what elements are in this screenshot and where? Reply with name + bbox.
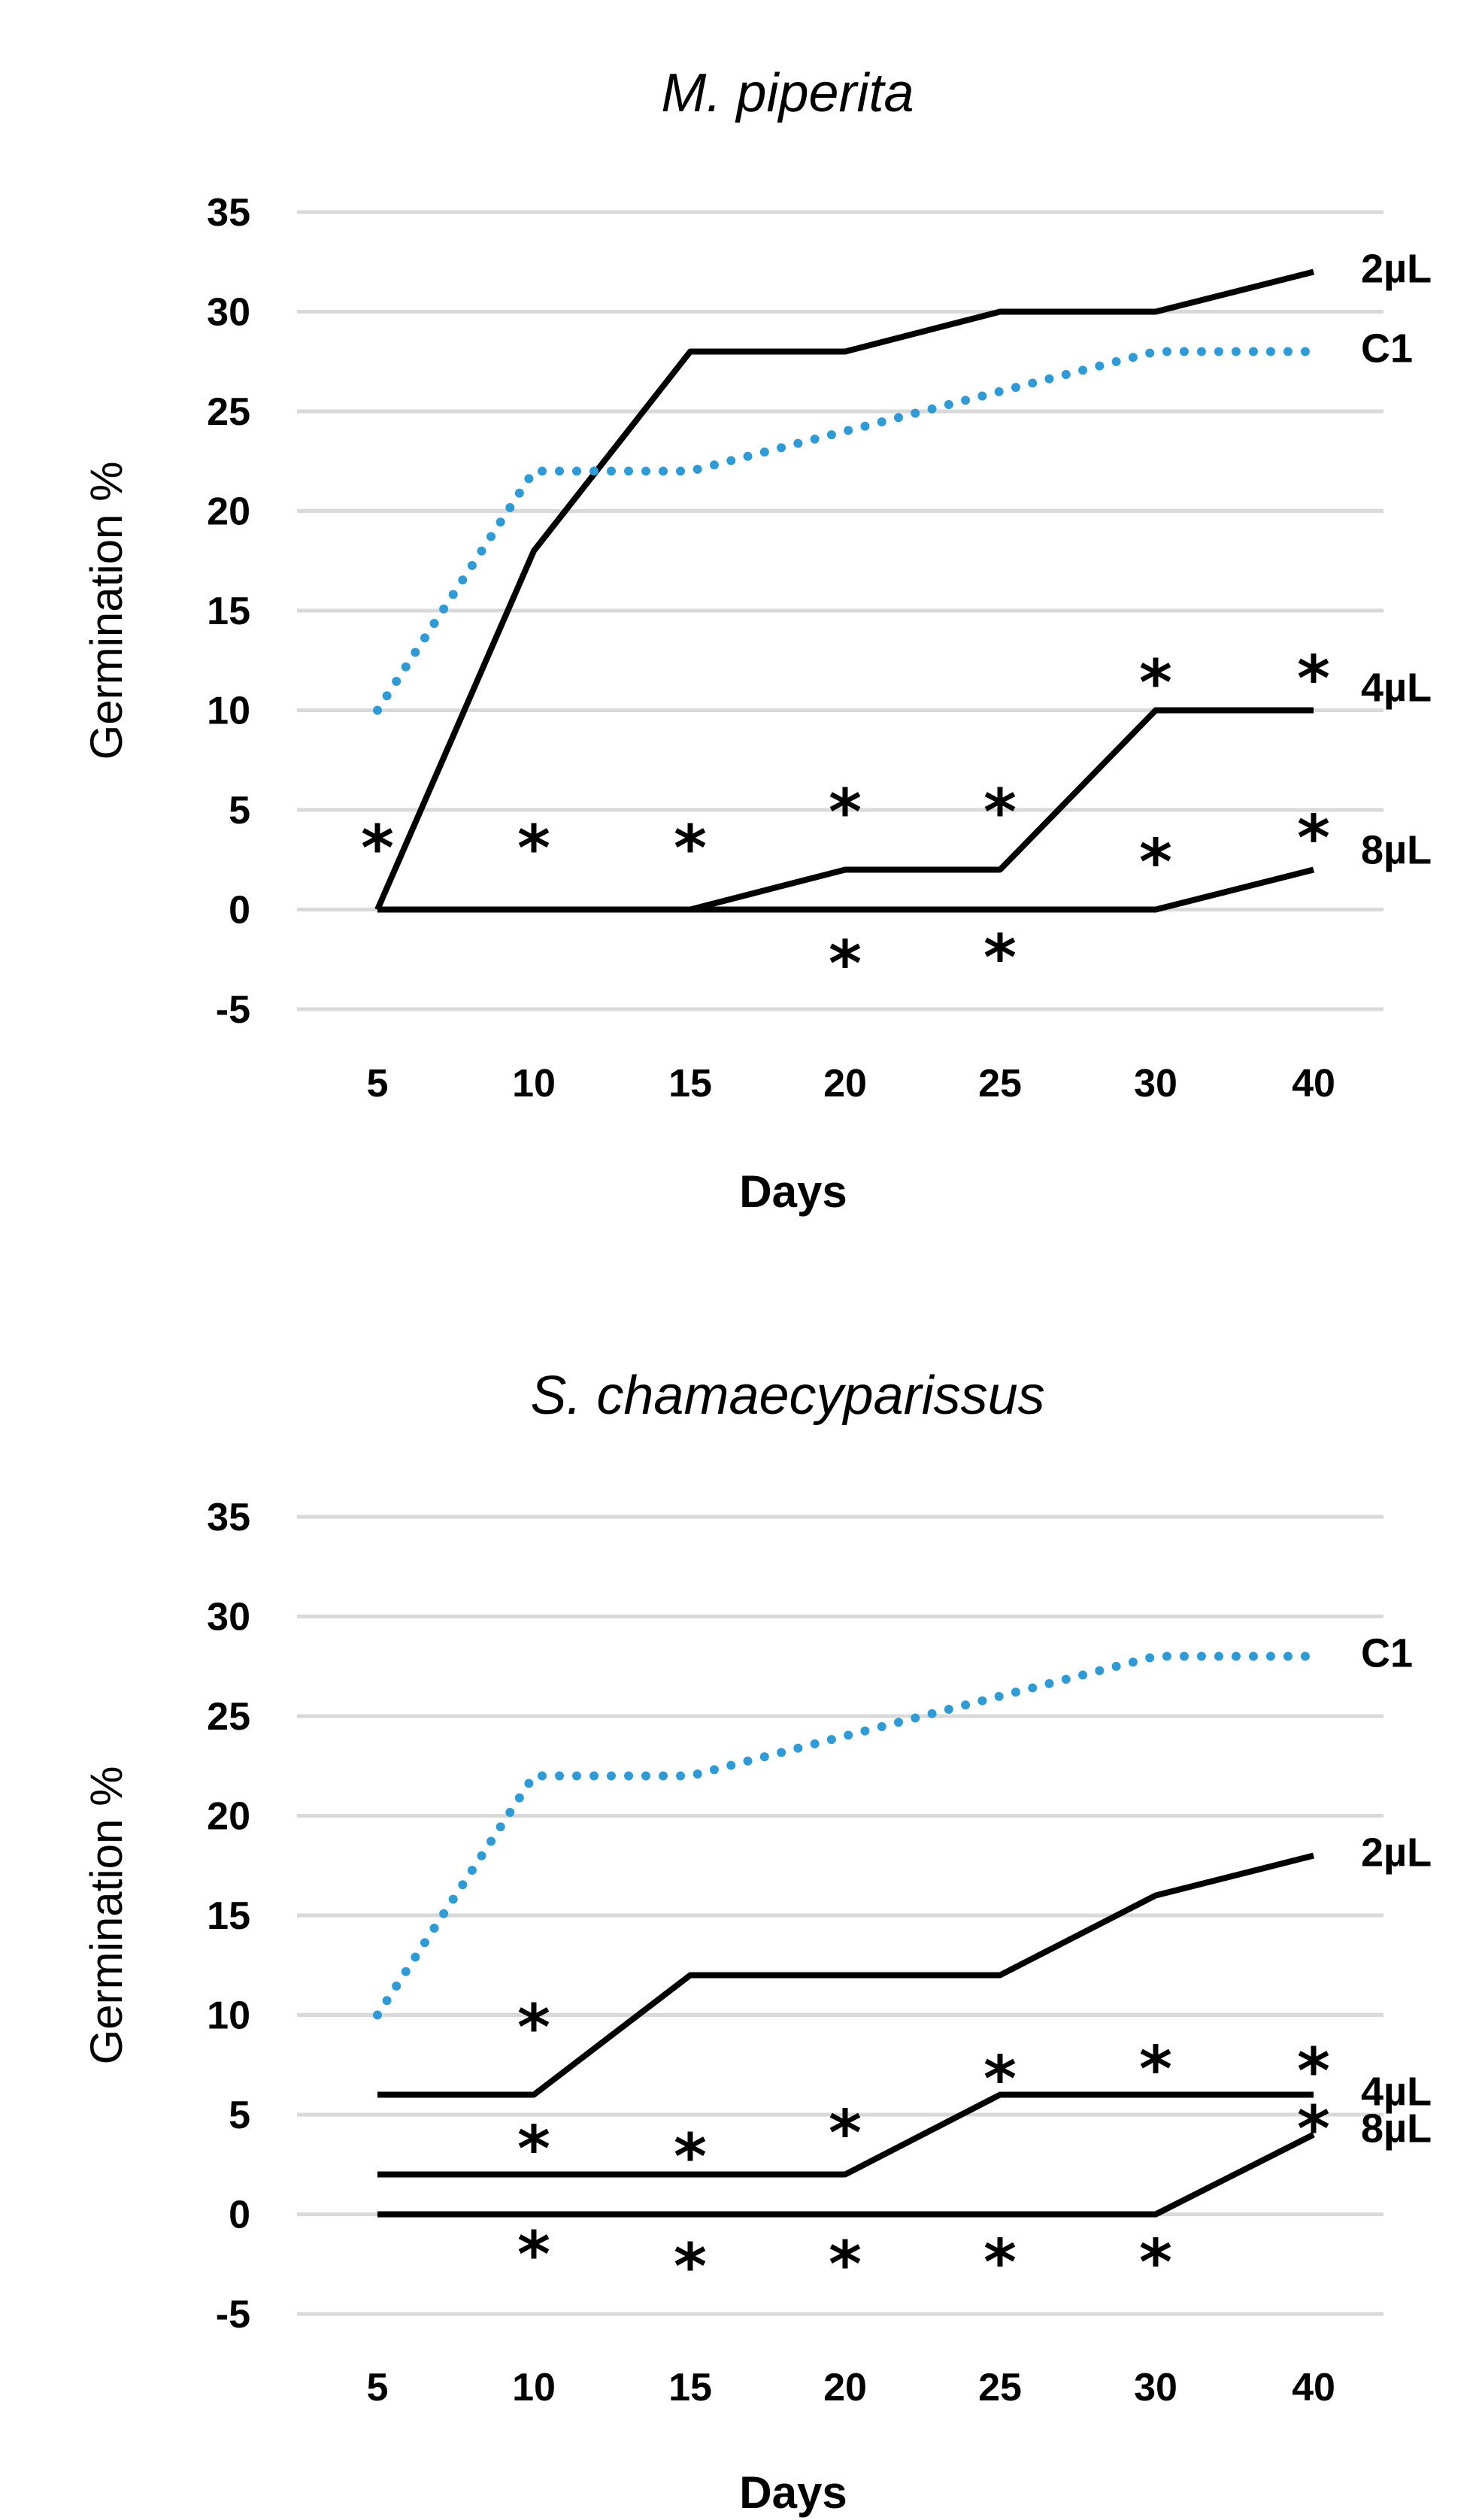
x-axis-label: Days xyxy=(739,1166,847,1217)
y-tick-label: 15 xyxy=(207,1894,250,1938)
x-tick-label: 30 xyxy=(1134,2366,1177,2409)
x-tick-label: 40 xyxy=(1292,2366,1335,2409)
significance-asterisk: * xyxy=(983,921,1017,995)
y-tick-label: 30 xyxy=(207,1596,250,1639)
significance-asterisk: * xyxy=(517,2112,550,2185)
y-tick-label: 35 xyxy=(207,1496,250,1539)
series-label-4ul: 4µL xyxy=(1361,2070,1432,2115)
x-tick-label: 15 xyxy=(668,1062,712,1105)
y-tick-label: 20 xyxy=(207,490,250,534)
series-label-c1: C1 xyxy=(1361,1631,1413,1676)
series-label-2ul: 2µL xyxy=(1361,247,1432,292)
x-tick-label: 10 xyxy=(512,1062,556,1105)
y-axis-label: Germination % xyxy=(81,462,132,760)
chart-s-chamaecyparissus: S. chamaecyparissus 35 30 25 20 15 10 5 0 -5 5 10 15… xyxy=(81,1366,1432,2518)
x-tick-label: 25 xyxy=(978,1062,1022,1105)
series-label-8ul: 8µL xyxy=(1361,828,1432,873)
series-label-c1: C1 xyxy=(1361,326,1413,371)
significance-asterisk: * xyxy=(1297,642,1330,716)
significance-asterisk: * xyxy=(1139,2226,1172,2300)
x-tick-label: 10 xyxy=(512,2366,556,2409)
series-line-c1 xyxy=(373,347,1318,715)
significance-asterisk: * xyxy=(361,811,394,885)
x-tick-label: 15 xyxy=(668,2366,712,2409)
y-tick-label: 0 xyxy=(229,889,250,932)
series-label-4ul: 4µL xyxy=(1361,666,1432,711)
significance-asterisk: * xyxy=(1297,802,1330,875)
x-tick-label: 5 xyxy=(367,2366,389,2409)
series-line-2ul xyxy=(377,1852,1314,2098)
y-tick-label: 10 xyxy=(207,1994,250,2038)
x-tick-label: 30 xyxy=(1134,1062,1177,1105)
significance-asterisk: * xyxy=(1139,646,1172,720)
y-tick-label: 25 xyxy=(207,1695,250,1739)
y-tick-label: 25 xyxy=(207,390,250,434)
y-tick-label: 15 xyxy=(207,590,250,633)
y-tick-label: 5 xyxy=(229,2094,250,2137)
series-label-2ul: 2µL xyxy=(1361,1830,1432,1876)
x-axis-label: Days xyxy=(739,2467,847,2518)
significance-asterisk: * xyxy=(1139,2032,1172,2106)
chart-title: M. piperita xyxy=(661,63,914,123)
significance-asterisk: * xyxy=(829,926,862,1000)
significance-asterisk: * xyxy=(829,775,862,849)
significance-asterisk: * xyxy=(1297,2034,1330,2108)
significance-asterisk: * xyxy=(1139,825,1172,899)
significance-asterisk: * xyxy=(1297,2092,1330,2166)
x-tick-label: 25 xyxy=(978,2366,1022,2409)
y-tick-label: 35 xyxy=(207,191,250,235)
significance-asterisk: * xyxy=(674,2230,707,2303)
significance-asterisk: * xyxy=(983,775,1017,849)
y-tick-label: 0 xyxy=(229,2194,250,2237)
significance-asterisk: * xyxy=(829,2227,862,2301)
significance-asterisk: * xyxy=(517,1991,550,2064)
x-tick-label: 40 xyxy=(1292,1062,1335,1105)
y-tick-label: 5 xyxy=(229,789,250,832)
significance-asterisk: * xyxy=(829,2096,862,2170)
series-line-8ul xyxy=(377,2131,1315,2218)
y-tick-label: 30 xyxy=(207,291,250,335)
x-tick-label: 5 xyxy=(367,1062,389,1105)
series-label-8ul: 8µL xyxy=(1361,2106,1432,2152)
y-tick-label: 20 xyxy=(207,1795,250,1839)
significance-asterisk: * xyxy=(517,811,550,885)
y-tick-label: -5 xyxy=(216,2293,250,2337)
series-line-8ul xyxy=(377,866,1314,913)
y-tick-label: -5 xyxy=(216,988,250,1032)
significance-asterisk: * xyxy=(517,2218,550,2291)
series-line-2ul xyxy=(374,268,1314,911)
chart-title: S. chamaecyparissus xyxy=(530,1366,1044,1426)
significance-asterisk: * xyxy=(674,811,707,885)
significance-asterisk: * xyxy=(983,2226,1017,2300)
series-line-4ul xyxy=(377,2091,1314,2178)
significance-asterisk: * xyxy=(674,2120,707,2194)
series-line-c1 xyxy=(373,1651,1318,2020)
y-tick-label: 10 xyxy=(207,690,250,733)
chart-m-piperita: M. piperita 35 30 25 20 15 10 5 0 -5 5 10 15 20 25 30 40… xyxy=(81,63,1432,1217)
x-tick-label: 20 xyxy=(823,1062,867,1105)
y-axis-label: Germination % xyxy=(81,1766,132,2065)
x-tick-label: 20 xyxy=(823,2366,867,2409)
significance-asterisk: * xyxy=(983,2042,1017,2116)
